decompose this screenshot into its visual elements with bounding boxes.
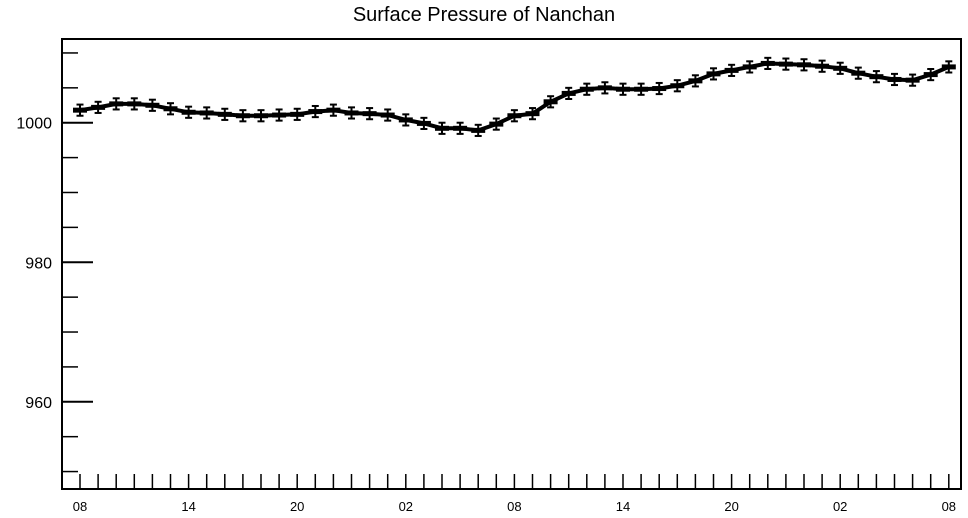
x-tick-label: 14 [181,499,195,514]
x-tick-label: 02 [833,499,847,514]
data-point [344,110,359,116]
data-point [254,113,268,119]
x-tick-label: 08 [73,499,87,514]
data-point [145,102,160,108]
data-point [181,109,196,115]
x-tick-label: 02 [399,499,413,514]
x-tick-label: 20 [290,499,304,514]
data-point [905,77,920,83]
data-point [308,109,323,115]
data-point [109,101,124,107]
data-point [887,76,902,82]
data-point [91,104,106,110]
data-point [235,113,250,119]
data-point [670,83,685,89]
data-point [163,106,178,112]
data-point [597,85,612,91]
data-point [851,70,866,76]
data-point [561,90,576,96]
plot-frame [61,38,962,490]
data-point [760,60,775,66]
data-point [634,86,649,92]
y-tick-label: 1000 [16,116,52,133]
data-point [326,107,341,113]
data-point [833,65,848,71]
data-point [199,110,214,116]
data-point [579,86,594,92]
data-point [616,86,630,92]
y-tick-label: 980 [25,255,52,272]
data-point [416,120,431,126]
x-tick-label: 14 [616,499,630,514]
data-point [525,111,540,117]
data-point [272,112,287,118]
chart-title: Surface Pressure of Nanchan [352,4,616,26]
data-point [815,63,830,69]
y-tick-label: 960 [25,395,52,412]
data-point [453,125,468,131]
data-point [742,64,757,70]
x-tick-label: 08 [942,499,956,514]
data-point [217,111,232,117]
data-point [362,111,377,117]
data-point [507,113,522,119]
data-point [543,99,558,105]
data-point [724,67,739,73]
data-point [652,86,667,92]
data-point [688,78,703,84]
data-point [869,74,884,80]
data-point [778,61,793,67]
data-point [73,107,87,113]
data-point [706,71,721,77]
data-point [471,127,486,133]
data-point [127,101,142,107]
data-point [923,72,938,78]
x-tick-label: 20 [724,499,738,514]
data-point [380,112,395,118]
data-point [435,125,449,131]
x-tick-label: 08 [507,499,521,514]
data-point [398,117,413,123]
data-point [941,64,956,70]
data-point [797,62,811,68]
data-point [290,111,305,117]
data-point [489,121,504,127]
